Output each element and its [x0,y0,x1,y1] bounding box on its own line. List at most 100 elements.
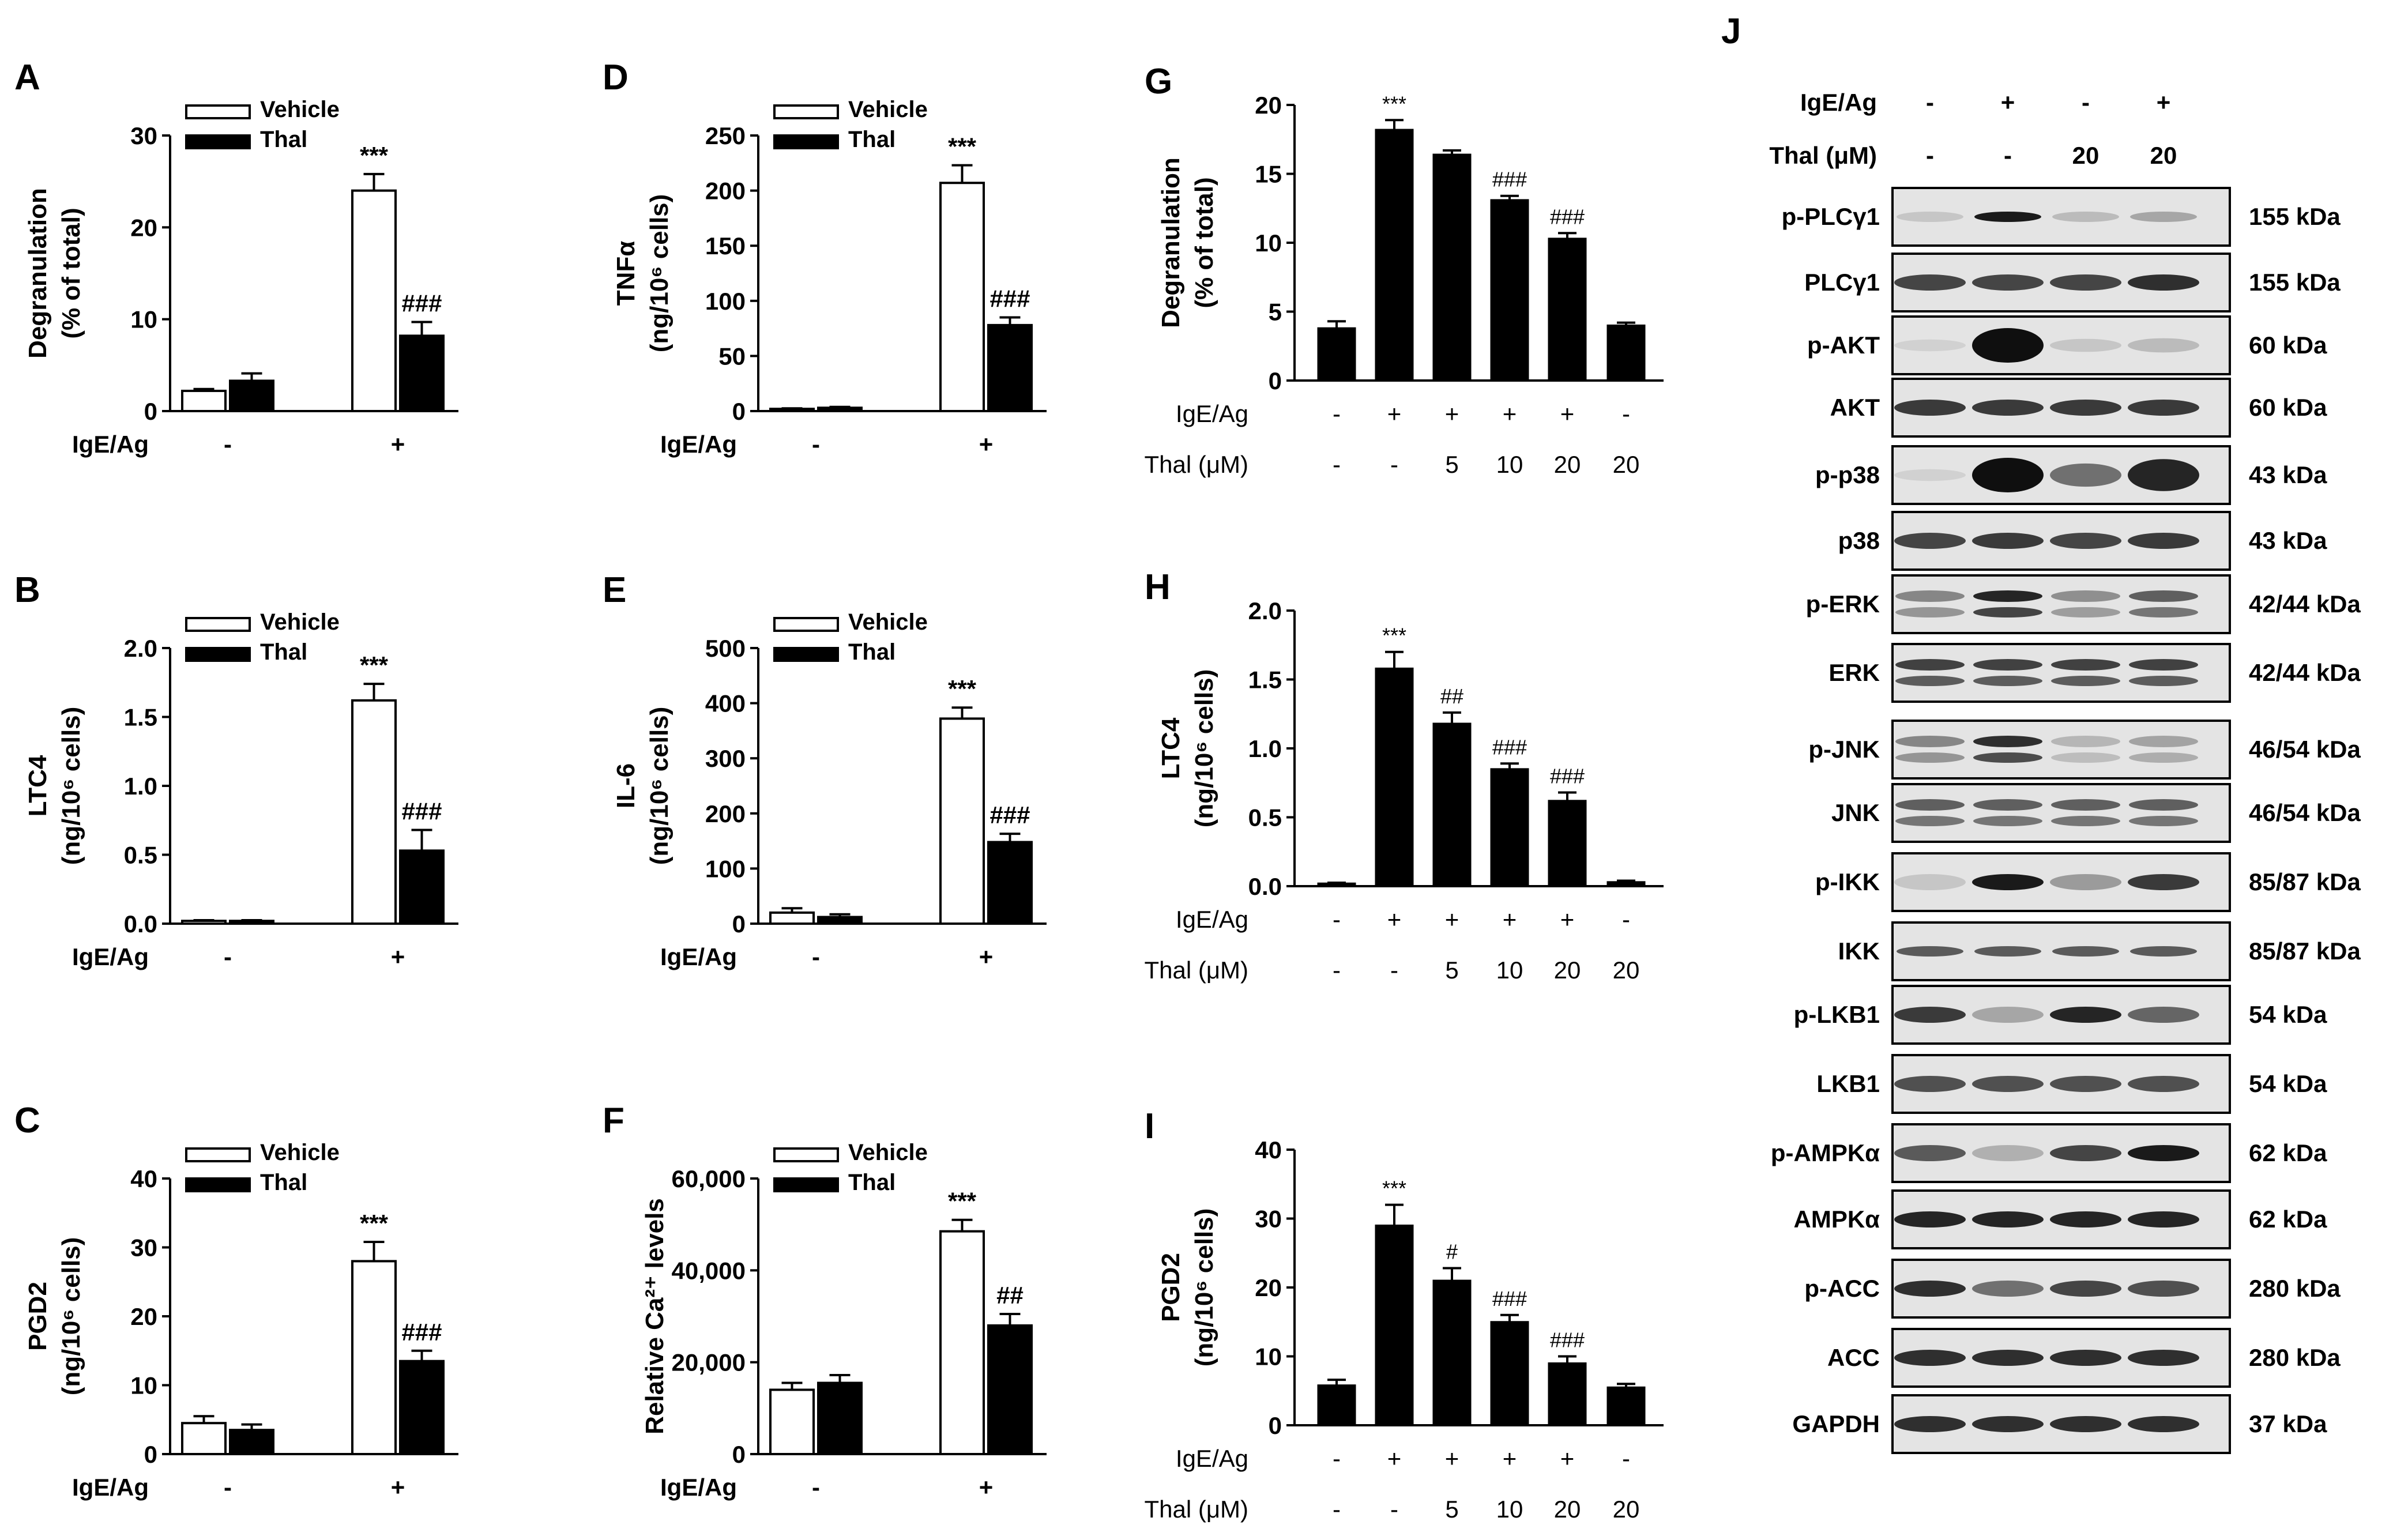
blot-protein-label: p-PLCγ1 [1782,203,1880,230]
legend-label-vehicle: Vehicle [260,97,340,122]
blot-band [2128,274,2199,291]
bar-thal [817,406,863,412]
y-tick-label: 0 [144,1441,157,1468]
legend-swatch-thal [773,1177,839,1192]
blot-band [1973,607,2042,617]
condition-value: - [1390,1496,1398,1523]
legend-label-thal: Thal [848,1170,896,1195]
bar-vehicle [351,699,397,925]
blot-band [2128,1416,2199,1432]
blot-row: p-IKK 85/87 kDa [1815,852,2361,912]
significance-marker: *** [948,1188,977,1215]
y-tick-label: 150 [705,232,746,259]
condition-row-label: Thal (μM) [1144,451,1248,478]
panel-letter: B [14,570,40,610]
chart-panel-a: A 0 10 20 30 Degranulation (% of total) *** ### V… [14,58,458,458]
blot-band [2050,463,2121,487]
blot-band [1895,590,1965,602]
y-tick-label: 0 [1269,367,1282,394]
blot-row: p-JNK 46/54 kDa [1808,720,2361,780]
blot-band [2050,1350,2121,1366]
y-tick-label: 300 [705,745,746,772]
blot-header-value: + [2157,89,2171,116]
y-axis-label: Degranulation [1157,157,1185,328]
y-tick-label: 0 [732,398,746,425]
blot-band [1973,659,2042,671]
blot-row: p-AKT 60 kDa [1807,315,2327,375]
condition-value: - [1390,957,1398,984]
blot-band [2050,1007,2121,1023]
significance-marker: ### [1492,168,1527,191]
y-tick-label: 100 [705,288,746,315]
y-axis-label: (% of total) [57,208,85,338]
blot-header-label: Thal (μM) [1769,142,1877,169]
blot-size-label: 62 kDa [2249,1139,2327,1166]
blot-row: AMPKα 62 kDa [1794,1189,2327,1249]
y-tick-label: 30 [1255,1206,1282,1233]
y-axis-label: Relative Ca²⁺ levels [641,1198,669,1434]
y-label-group: (ng/10⁶ cells) [645,194,673,353]
y-tick-label: 0 [732,1441,746,1468]
blot-band [1972,1145,2044,1161]
significance-marker: ### [401,289,442,317]
legend-swatch-vehicle [773,617,839,632]
blot-header-value: - [2082,89,2090,116]
blot-protein-label: AMPKα [1794,1206,1880,1233]
blot-row: PLCγ1 155 kDa [1804,253,2341,312]
blot-header-value: - [1926,142,1934,169]
blot-protein-label: p-ERK [1806,590,1880,617]
significance-marker: *** [1382,1177,1406,1200]
blot-size-label: 46/54 kDa [2249,736,2361,763]
blot-band [2129,799,2198,811]
y-tick-label: 200 [705,800,746,827]
blot-band [1972,1350,2044,1366]
condition-value: + [1387,1445,1402,1472]
x-category-label: - [224,943,232,970]
significance-marker: *** [360,652,389,679]
blot-size-label: 37 kDa [2249,1410,2327,1437]
blot-band [2128,533,2199,549]
condition-row-label: Thal (μM) [1144,1496,1248,1523]
bar [1375,667,1414,887]
y-label-group: TNFα [612,241,640,306]
blot-frame [1891,643,2231,703]
y-axis-label: (ng/10⁶ cells) [645,194,673,353]
bar [1432,153,1472,382]
y-tick-label: 0 [144,398,157,425]
x-axis-label: IgE/Ag [72,943,149,970]
blot-band [2130,946,2197,957]
blot-protein-label: p38 [1838,527,1880,554]
condition-value: - [1333,451,1341,478]
blot-frame [1891,574,2231,634]
blot-band [2128,1211,2199,1228]
y-axis-label: IL-6 [612,763,640,808]
condition-value: - [1333,1445,1341,1472]
blot-band [1895,752,1965,763]
blot-header-value: 20 [2150,142,2177,169]
blot-size-label: 280 kDa [2249,1344,2341,1371]
condition-value: + [1560,906,1575,933]
blot-protein-label: GAPDH [1792,1410,1880,1437]
blot-band [1972,1211,2044,1228]
y-tick-label: 250 [705,122,746,149]
bar [1490,199,1529,382]
y-axis-label: (% of total) [1190,177,1218,308]
blot-band [2128,1350,2199,1366]
bar-thal [399,334,445,413]
blot-row: p-ERK 42/44 kDa [1806,574,2361,634]
y-tick-label: 0 [1269,1412,1282,1439]
blot-band [2129,659,2198,671]
blot-band [1973,736,2042,747]
x-category-label: + [391,431,405,458]
x-category-label: + [979,943,994,970]
blot-band [1894,1007,1966,1023]
y-label-group: IL-6 [612,763,640,808]
condition-value: 10 [1496,957,1523,984]
bar-thal [987,841,1033,925]
blot-band [2129,816,2198,826]
bar-thal [817,1381,863,1455]
legend-swatch-vehicle [185,617,251,632]
chart-panel-e: E 0 100 200 300 400 500 IL-6 (ng/10⁶ cells) *** ##… [603,570,1047,970]
significance-marker: *** [948,133,977,160]
